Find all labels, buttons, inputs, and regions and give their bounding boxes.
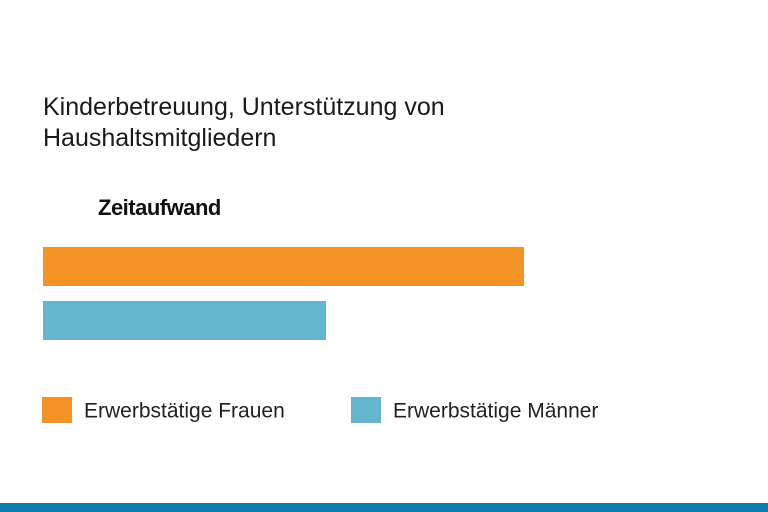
legend-swatch [42,397,72,423]
legend-label: Erwerbstätige Frauen [84,400,285,423]
bar [43,301,326,340]
chart-subtitle: Zeitaufwand [98,195,221,220]
legend-label: Erwerbstätige Männer [393,400,598,423]
bar [43,247,524,286]
legend-swatch [351,397,381,423]
chart-title: Kinderbetreuung, Unterstützung von Haush… [43,93,445,152]
footer-stripe [0,503,768,512]
